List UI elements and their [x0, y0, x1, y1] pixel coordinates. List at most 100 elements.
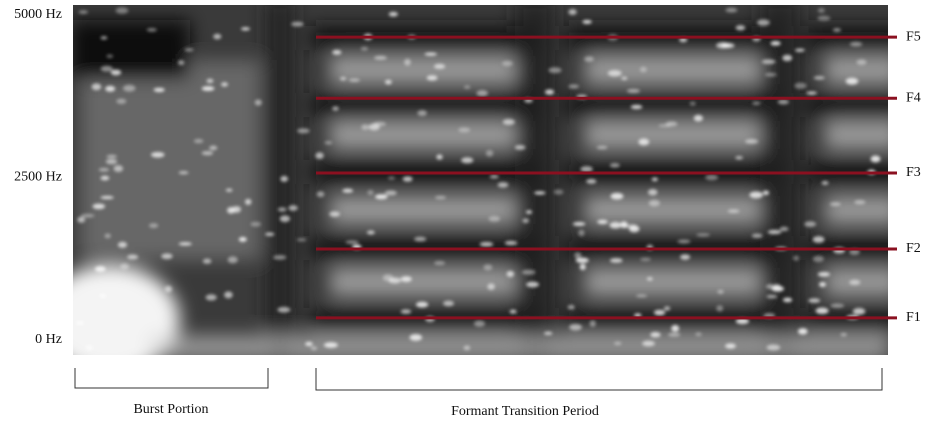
- stripe: [760, 0, 800, 360]
- speck: [480, 242, 494, 247]
- speck: [813, 236, 825, 243]
- speck: [590, 320, 596, 327]
- speck: [735, 156, 743, 159]
- speck: [574, 252, 581, 259]
- speck: [636, 294, 647, 297]
- speck: [280, 176, 288, 182]
- chart: Burst Portion Formant Transition Period …: [0, 0, 926, 423]
- speck: [610, 222, 622, 229]
- speck: [610, 163, 620, 167]
- speck: [77, 217, 85, 223]
- speck: [773, 284, 781, 289]
- speck: [255, 100, 262, 106]
- speck: [179, 242, 192, 245]
- speck: [149, 223, 158, 228]
- speck: [822, 181, 829, 185]
- speck: [273, 255, 286, 260]
- speck: [458, 127, 470, 132]
- speck: [417, 110, 427, 116]
- speck: [416, 302, 428, 308]
- speck: [99, 168, 109, 172]
- speck: [311, 347, 317, 350]
- speck: [620, 221, 627, 228]
- speck: [361, 47, 368, 51]
- speck: [435, 196, 446, 199]
- speck: [853, 308, 866, 315]
- speck: [678, 240, 691, 244]
- speck: [680, 254, 690, 260]
- speck: [749, 191, 763, 198]
- speck: [534, 191, 546, 194]
- speck: [569, 324, 582, 331]
- speck: [76, 321, 84, 325]
- speck: [369, 124, 380, 131]
- speck: [526, 282, 539, 288]
- band: [330, 268, 520, 296]
- speck: [610, 258, 623, 263]
- speck: [118, 242, 127, 248]
- speck: [780, 227, 789, 231]
- speck: [503, 119, 515, 125]
- speck: [161, 253, 172, 259]
- band: [585, 56, 760, 84]
- speck: [434, 64, 445, 69]
- speck: [664, 306, 670, 310]
- speck: [288, 205, 297, 211]
- speck: [763, 191, 769, 195]
- speck: [86, 345, 94, 351]
- speck: [850, 42, 862, 47]
- speck: [388, 176, 395, 179]
- speck: [385, 190, 397, 195]
- speck: [104, 234, 111, 239]
- speck: [464, 86, 470, 89]
- speck: [507, 271, 514, 277]
- speck: [367, 190, 373, 195]
- speck: [374, 56, 387, 60]
- speck: [833, 28, 841, 32]
- speck: [668, 333, 680, 337]
- speck: [179, 171, 189, 174]
- speck: [510, 310, 517, 314]
- speck: [830, 304, 844, 308]
- speck: [202, 86, 215, 91]
- speck: [548, 67, 561, 73]
- speck: [203, 259, 212, 264]
- speck: [752, 101, 760, 104]
- speck: [629, 226, 640, 233]
- speck: [265, 233, 274, 236]
- speck: [486, 150, 494, 157]
- speck: [806, 91, 817, 94]
- speck: [291, 22, 304, 27]
- speck: [209, 146, 217, 150]
- speck: [768, 230, 782, 234]
- speck: [745, 139, 758, 143]
- speck: [638, 138, 649, 145]
- speck: [123, 85, 135, 92]
- speck: [342, 189, 353, 193]
- speck: [99, 294, 106, 298]
- speck: [329, 211, 340, 217]
- speck: [93, 204, 105, 210]
- speck: [505, 241, 518, 245]
- speck: [178, 60, 184, 65]
- dark: [310, 308, 540, 332]
- speck: [361, 124, 369, 130]
- speck: [705, 175, 718, 181]
- speck: [116, 99, 126, 104]
- speck: [584, 56, 594, 61]
- speck: [808, 298, 820, 302]
- speck: [325, 141, 333, 144]
- speck: [819, 282, 826, 287]
- speck: [346, 240, 359, 243]
- speck: [489, 216, 501, 222]
- speck: [476, 90, 488, 96]
- speck: [696, 233, 710, 236]
- speck: [818, 8, 825, 13]
- speck: [580, 166, 592, 172]
- stripe: [515, 0, 555, 360]
- speck: [464, 346, 471, 351]
- speck: [224, 291, 233, 298]
- speck: [81, 214, 95, 218]
- speck: [716, 305, 723, 311]
- speck: [106, 159, 117, 164]
